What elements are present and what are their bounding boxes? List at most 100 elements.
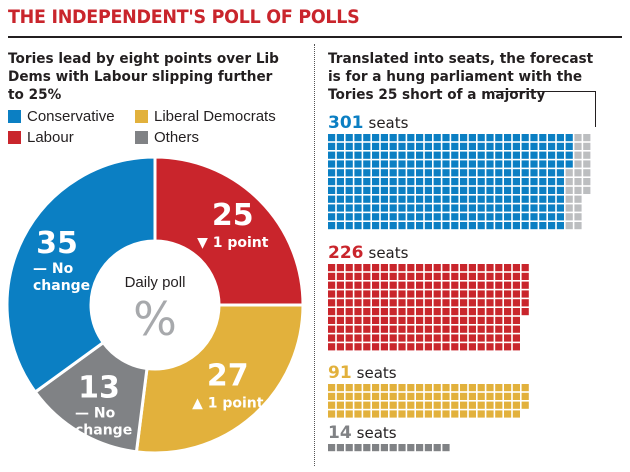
seat-square-labour [336, 281, 344, 289]
seat-square-labour [477, 334, 485, 342]
seat-square-labour [477, 316, 485, 324]
seat-square-labour [442, 308, 450, 316]
seat-square-conservative [495, 142, 503, 150]
seat-square-conservative [521, 151, 529, 159]
seat-square-conservative [460, 222, 468, 230]
seat-square-liberal-democrats [407, 401, 415, 409]
seat-square-labour [416, 316, 424, 324]
seat-square-conservative [336, 186, 344, 194]
seat-count-liberal-democrats: 91 seats [328, 363, 397, 383]
seat-square-conservative [460, 142, 468, 150]
seat-square-liberal-democrats [433, 401, 441, 409]
seats-subtitle: Translated into seats, the forecast is f… [328, 51, 594, 103]
seat-square-conservative [539, 160, 547, 168]
seat-square-conservative [372, 178, 380, 186]
seat-square-conservative [477, 169, 485, 177]
legend-label-labour: Labour [27, 129, 74, 146]
title-rule [8, 36, 622, 38]
seat-square-conservative [380, 151, 388, 159]
seat-block-others: 14 seats [328, 423, 450, 452]
seat-square-conservative [354, 178, 362, 186]
seat-square-conservative [468, 134, 476, 142]
seat-square-labour [451, 290, 459, 298]
seat-square-labour [512, 290, 520, 298]
seat-square-conservative [512, 142, 520, 150]
seat-square-liberal-democrats [521, 384, 529, 392]
seat-square-liberal-democrats [416, 410, 424, 418]
seat-square-labour [416, 281, 424, 289]
seat-square-conservative [354, 142, 362, 150]
seat-square-conservative [354, 134, 362, 142]
seat-square-conservative [354, 204, 362, 212]
seat-square-liberal-democrats [460, 392, 468, 400]
seat-square-conservative [548, 142, 556, 150]
seat-square-conservative [521, 169, 529, 177]
seat-square-conservative [442, 222, 450, 230]
seat-square-conservative [451, 195, 459, 203]
seat-square-labour [460, 281, 468, 289]
seat-square-labour [468, 325, 476, 333]
seat-square-conservative [521, 222, 529, 230]
seat-square-conservative [556, 151, 564, 159]
seat-square-conservative [512, 204, 520, 212]
seat-square-labour [363, 308, 371, 316]
seat-square-conservative [380, 222, 388, 230]
seat-square-conservative [407, 222, 415, 230]
seat-square-conservative [530, 151, 538, 159]
seat-square-others [336, 444, 344, 452]
seat-square-conservative [345, 151, 353, 159]
seat-square-conservative [389, 134, 397, 142]
seat-square-conservative [460, 151, 468, 159]
seat-square-conservative [565, 134, 573, 142]
seat-square-conservative [504, 213, 512, 221]
seat-square-others [416, 444, 424, 452]
seat-square-labour [486, 299, 494, 307]
seat-square-labour [389, 290, 397, 298]
seat-square-conservative [416, 142, 424, 150]
seat-square-labour [477, 308, 485, 316]
seat-square-conservative [407, 213, 415, 221]
seat-square-labour [328, 299, 336, 307]
seat-square-liberal-democrats [380, 401, 388, 409]
seat-square-conservative [407, 160, 415, 168]
seat-square-conservative [486, 204, 494, 212]
seat-square-labour [433, 264, 441, 272]
seat-square-conservative [433, 178, 441, 186]
seat-square-conservative [504, 195, 512, 203]
seat-square-labour [451, 299, 459, 307]
seat-square-conservative [336, 142, 344, 150]
seat-square-labour [354, 343, 362, 351]
seat-square-labour [504, 334, 512, 342]
seat-square-labour [468, 316, 476, 324]
seat-square-conservative [345, 160, 353, 168]
seat-square-labour [424, 325, 432, 333]
seat-square-labour [521, 290, 529, 298]
seat-square-conservative [354, 213, 362, 221]
seat-square-liberal-democrats [512, 392, 520, 400]
seat-square-conservative [363, 169, 371, 177]
seat-square-labour [328, 281, 336, 289]
seat-square-conservative [477, 222, 485, 230]
page-title: THE INDEPENDENT'S POLL OF POLLS [8, 6, 360, 28]
seat-square-liberal-democrats [495, 410, 503, 418]
seat-square-liberal-democrats [486, 384, 494, 392]
shortfall-square [574, 134, 582, 142]
seat-square-labour [512, 281, 520, 289]
seat-square-conservative [477, 160, 485, 168]
seat-square-labour [354, 281, 362, 289]
seat-square-labour [504, 290, 512, 298]
seat-square-conservative [504, 134, 512, 142]
seat-square-labour [442, 290, 450, 298]
seat-square-conservative [504, 186, 512, 194]
seat-square-others [424, 444, 432, 452]
seat-square-liberal-democrats [521, 392, 529, 400]
seat-square-labour [486, 281, 494, 289]
seat-square-liberal-democrats [345, 410, 353, 418]
seat-square-labour [389, 334, 397, 342]
seat-square-conservative [495, 186, 503, 194]
seat-square-conservative [521, 142, 529, 150]
seat-square-conservative [442, 134, 450, 142]
seat-square-labour [512, 343, 520, 351]
seat-square-labour [442, 299, 450, 307]
seat-square-labour [363, 272, 371, 280]
